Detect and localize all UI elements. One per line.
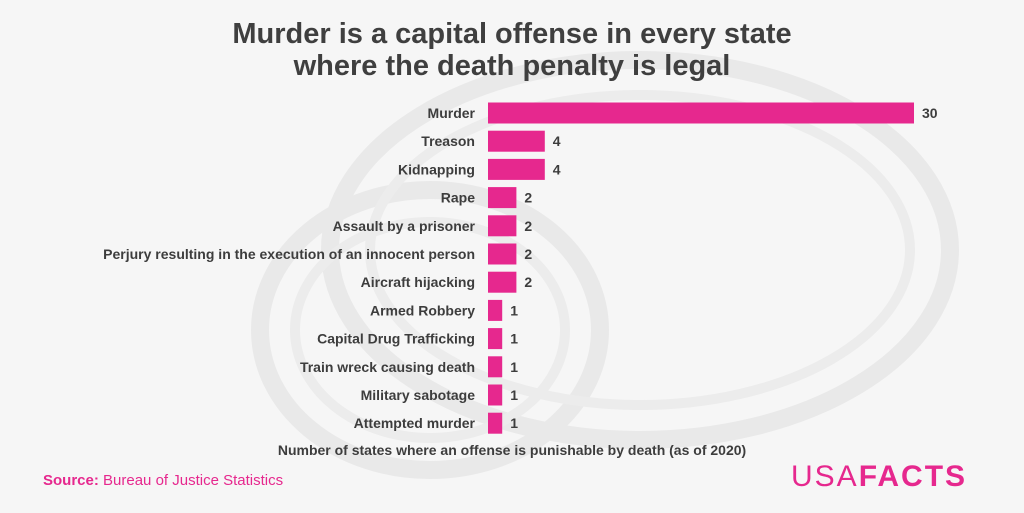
data-label: 1 xyxy=(510,302,518,318)
bar xyxy=(488,271,517,293)
category-label: Aircraft hijacking xyxy=(361,274,475,290)
data-label: 1 xyxy=(510,415,518,431)
category-label: Treason xyxy=(421,133,475,149)
category-label: Kidnapping xyxy=(398,161,475,177)
category-label: Murder xyxy=(428,105,476,121)
data-label: 4 xyxy=(553,133,561,149)
bar xyxy=(488,130,545,152)
source-note: Source: Bureau of Justice Statistics xyxy=(43,472,283,489)
data-label: 2 xyxy=(524,274,532,290)
category-label: Capital Drug Trafficking xyxy=(317,331,475,347)
chart-title: Murder is a capital offense in every sta… xyxy=(0,18,1024,82)
bar xyxy=(488,412,503,434)
bar xyxy=(488,243,517,265)
bar xyxy=(488,102,914,124)
usafacts-logo: USAFACTS xyxy=(791,460,967,494)
bar xyxy=(488,384,503,406)
data-label: 1 xyxy=(510,359,518,375)
chart-title-line-2: where the death penalty is legal xyxy=(293,50,731,82)
category-label: Perjury resulting in the execution of an… xyxy=(103,246,475,262)
data-label: 4 xyxy=(553,161,561,177)
category-label: Rape xyxy=(441,190,475,206)
category-label: Train wreck causing death xyxy=(300,359,475,375)
logo-part-facts: FACTS xyxy=(858,460,968,493)
category-label: Attempted murder xyxy=(354,415,476,431)
data-label: 2 xyxy=(524,190,532,206)
data-label: 2 xyxy=(524,218,532,234)
category-label: Armed Robbery xyxy=(370,302,475,318)
data-label: 1 xyxy=(510,331,518,347)
category-label: Assault by a prisoner xyxy=(333,218,476,234)
logo-part-usa: USA xyxy=(791,460,859,493)
data-label: 1 xyxy=(510,387,518,403)
bar xyxy=(488,356,503,378)
bar xyxy=(488,215,517,237)
bar xyxy=(488,328,503,350)
source-label: Source: xyxy=(43,472,99,489)
x-axis-label: Number of states where an offense is pun… xyxy=(277,442,747,458)
chart-title-line-1: Murder is a capital offense in every sta… xyxy=(232,18,792,50)
bar xyxy=(488,158,545,180)
data-label: 2 xyxy=(524,246,532,262)
bar xyxy=(488,187,517,209)
bar xyxy=(488,299,503,321)
category-label: Military sabotage xyxy=(361,387,476,403)
data-label: 30 xyxy=(922,105,938,121)
source-text: Bureau of Justice Statistics xyxy=(103,472,284,489)
